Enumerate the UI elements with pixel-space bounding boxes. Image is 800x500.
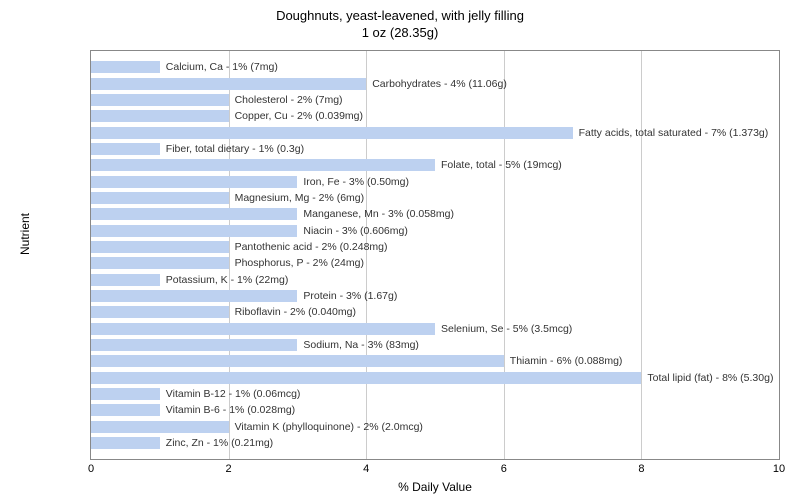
plot-area: 0246810Calcium, Ca - 1% (7mg)Carbohydrat… xyxy=(90,50,780,460)
x-tick-label: 6 xyxy=(501,463,507,475)
nutrient-bar-label: Folate, total - 5% (19mcg) xyxy=(437,158,562,172)
nutrient-bar xyxy=(91,404,160,416)
nutrient-bar xyxy=(91,192,229,204)
nutrient-chart: Doughnuts, yeast-leavened, with jelly fi… xyxy=(0,0,800,500)
nutrient-bar-label: Potassium, K - 1% (22mg) xyxy=(162,273,289,287)
gridline xyxy=(641,51,642,459)
nutrient-bar-label: Protein - 3% (1.67g) xyxy=(299,289,397,303)
nutrient-bar xyxy=(91,306,229,318)
nutrient-bar-label: Iron, Fe - 3% (0.50mg) xyxy=(299,175,409,189)
nutrient-bar-label: Vitamin B-6 - 1% (0.028mg) xyxy=(162,403,295,417)
nutrient-bar xyxy=(91,241,229,253)
nutrient-bar xyxy=(91,176,297,188)
nutrient-bar xyxy=(91,274,160,286)
gridline xyxy=(504,51,505,459)
nutrient-bar xyxy=(91,127,573,139)
nutrient-bar xyxy=(91,78,366,90)
nutrient-bar-label: Sodium, Na - 3% (83mg) xyxy=(299,338,419,352)
nutrient-bar xyxy=(91,421,229,433)
nutrient-bar-label: Thiamin - 6% (0.088mg) xyxy=(506,354,623,368)
nutrient-bar-label: Vitamin B-12 - 1% (0.06mcg) xyxy=(162,387,301,401)
nutrient-bar xyxy=(91,290,297,302)
nutrient-bar-label: Riboflavin - 2% (0.040mg) xyxy=(231,305,356,319)
nutrient-bar xyxy=(91,208,297,220)
title-line-2: 1 oz (28.35g) xyxy=(362,25,439,40)
nutrient-bar-label: Cholesterol - 2% (7mg) xyxy=(231,93,343,107)
x-tick-label: 0 xyxy=(88,463,94,475)
nutrient-bar xyxy=(91,372,641,384)
nutrient-bar xyxy=(91,388,160,400)
nutrient-bar xyxy=(91,94,229,106)
title-line-1: Doughnuts, yeast-leavened, with jelly fi… xyxy=(276,8,524,23)
nutrient-bar-label: Copper, Cu - 2% (0.039mg) xyxy=(231,109,363,123)
nutrient-bar xyxy=(91,159,435,171)
nutrient-bar-label: Vitamin K (phylloquinone) - 2% (2.0mcg) xyxy=(231,420,423,434)
nutrient-bar xyxy=(91,257,229,269)
nutrient-bar xyxy=(91,355,504,367)
nutrient-bar-label: Selenium, Se - 5% (3.5mcg) xyxy=(437,322,572,336)
nutrient-bar xyxy=(91,437,160,449)
nutrient-bar-label: Pantothenic acid - 2% (0.248mg) xyxy=(231,240,388,254)
x-tick-label: 8 xyxy=(638,463,644,475)
nutrient-bar-label: Manganese, Mn - 3% (0.058mg) xyxy=(299,207,454,221)
x-tick-label: 2 xyxy=(226,463,232,475)
x-tick-label: 10 xyxy=(773,463,785,475)
nutrient-bar-label: Calcium, Ca - 1% (7mg) xyxy=(162,60,278,74)
nutrient-bar-label: Fatty acids, total saturated - 7% (1.373… xyxy=(575,126,769,140)
nutrient-bar-label: Niacin - 3% (0.606mg) xyxy=(299,224,407,238)
nutrient-bar-label: Zinc, Zn - 1% (0.21mg) xyxy=(162,436,273,450)
nutrient-bar xyxy=(91,143,160,155)
nutrient-bar-label: Carbohydrates - 4% (11.06g) xyxy=(368,77,507,91)
x-axis-label: % Daily Value xyxy=(90,480,780,494)
gridline xyxy=(366,51,367,459)
nutrient-bar-label: Total lipid (fat) - 8% (5.30g) xyxy=(643,371,773,385)
nutrient-bar-label: Phosphorus, P - 2% (24mg) xyxy=(231,256,364,270)
nutrient-bar xyxy=(91,110,229,122)
y-axis-label: Nutrient xyxy=(18,213,32,255)
nutrient-bar xyxy=(91,61,160,73)
nutrient-bar xyxy=(91,225,297,237)
nutrient-bar-label: Magnesium, Mg - 2% (6mg) xyxy=(231,191,365,205)
x-tick-label: 4 xyxy=(363,463,369,475)
nutrient-bar xyxy=(91,339,297,351)
nutrient-bar-label: Fiber, total dietary - 1% (0.3g) xyxy=(162,142,304,156)
chart-title: Doughnuts, yeast-leavened, with jelly fi… xyxy=(0,0,800,42)
nutrient-bar xyxy=(91,323,435,335)
